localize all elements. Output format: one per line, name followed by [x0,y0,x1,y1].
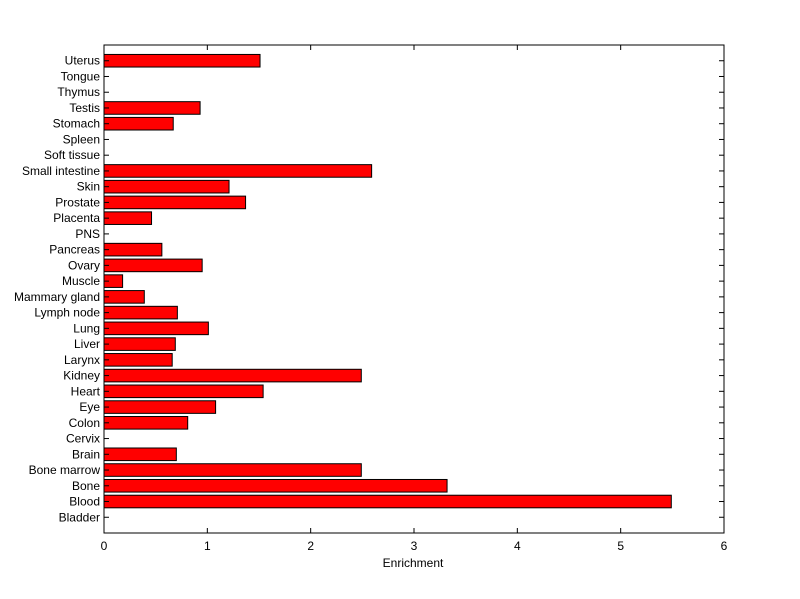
x-axis-label: Enrichment [383,556,444,570]
plot-frame [103,44,725,534]
x-tick-label: 1 [204,539,211,553]
bar-kidney [103,368,362,383]
y-tick-label: Skin [77,180,100,194]
bar-bone-marrow [103,463,362,477]
y-tick-label: Brain [72,447,100,461]
bar-skin [103,179,230,194]
bar-testis [103,101,201,115]
y-tick-label: Bone marrow [29,463,101,477]
y-tick-label: Testis [69,101,100,115]
y-tick-label: Bone [72,479,100,493]
y-tick-label: Blood [69,495,100,509]
y-tick-label: Prostate [55,195,100,209]
bar-lung [103,321,209,336]
y-tick-label: Tongue [61,69,101,83]
y-tick-label: Heart [71,384,101,398]
plot-area [104,45,724,533]
bar-blood [103,494,672,509]
y-tick-label: Thymus [57,85,100,99]
y-tick-label: Larynx [64,353,100,367]
y-tick-label: Uterus [65,54,100,68]
y-tick-label: PNS [75,227,100,241]
y-tick-label: Pancreas [49,243,100,257]
bar-colon [103,416,189,430]
x-tick-label: 3 [411,539,418,553]
bar-uterus [103,53,261,68]
bar-placenta [103,211,153,225]
y-tick-label: Eye [79,400,100,414]
x-tick-label: 0 [101,539,108,553]
bar-mammary-gland [103,290,145,304]
x-tick-label: 5 [617,539,624,553]
y-tick-label: Stomach [53,117,100,131]
bar-liver [103,337,176,351]
y-tick-label: Lymph node [34,306,100,320]
bar-prostate [103,195,247,210]
bar-bone [103,478,448,493]
bar-eye [103,400,217,414]
y-tick-label: Placenta [53,211,100,225]
bar-pancreas [103,242,163,257]
y-tick-label: Liver [74,337,100,351]
y-tick-label: Mammary gland [14,290,100,304]
bar-larynx [103,353,173,367]
bar-heart [103,384,264,399]
x-tick-label: 2 [307,539,314,553]
y-tick-label: Cervix [66,432,100,446]
bar-small-intestine [103,164,373,178]
y-tick-label: Small intestine [22,164,100,178]
y-tick-label: Bladder [59,510,100,524]
axis-ticks [103,45,725,533]
bar-brain [103,447,177,462]
x-tick-labels: 0 1 2 3 4 5 6 [101,539,728,553]
x-tick-label: 4 [514,539,521,553]
y-tick-label: Lung [73,321,100,335]
y-tick-label: Soft tissue [44,148,100,162]
y-tick-label: Ovary [68,258,100,272]
y-tick-label: Spleen [63,132,100,146]
bar-lymph-node [103,305,178,320]
x-tick-label: 6 [721,539,728,553]
y-tick-label: Kidney [63,369,100,383]
y-tick-label: Muscle [62,274,100,288]
bar-ovary [103,258,203,273]
y-tick-label: Colon [69,416,100,430]
bar-stomach [103,116,174,131]
